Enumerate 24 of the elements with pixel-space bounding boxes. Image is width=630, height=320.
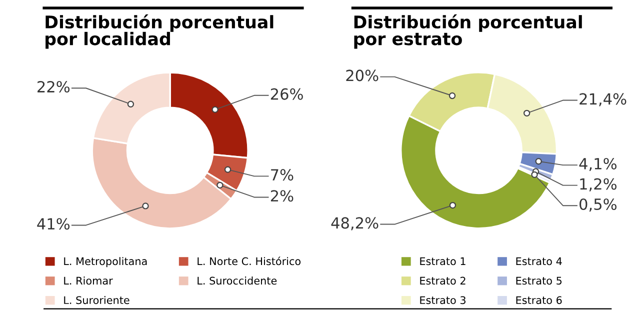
data-label: 2%	[270, 190, 294, 202]
data-label: 0,5%	[580, 198, 616, 212]
data-label: 22%	[38, 80, 70, 93]
data-label: 41%	[37, 218, 70, 230]
data-label: 7%	[271, 169, 294, 181]
data-label: 48,2%	[331, 217, 378, 230]
legend-label: L. Suroccidente	[198, 276, 277, 285]
legend-label: Estrato 1	[420, 257, 466, 266]
data-label: 26%	[270, 88, 303, 100]
legend-label: Estrato 4	[516, 257, 562, 266]
legend-label: L. Riomar	[64, 276, 113, 285]
chart-title: Distribución porcentual por estrato	[354, 14, 582, 49]
legend-label: Estrato 2	[420, 276, 466, 285]
legend-label: Estrato 3	[420, 296, 466, 304]
legend-label: Estrato 6	[516, 296, 562, 304]
legend-label: L. Metropolitana	[64, 257, 147, 268]
data-label: 1,2%	[580, 178, 616, 192]
legend-label: Estrato 5	[516, 276, 562, 285]
legend-label: L. Norte C. Histórico	[198, 256, 301, 266]
data-label: 4,1%	[579, 158, 616, 172]
legend-label: L. Suroriente	[64, 296, 130, 304]
data-label: 20%	[346, 70, 378, 82]
data-label: 21,4%	[580, 93, 626, 106]
chart-title: Distribución porcentual por localidad	[46, 14, 274, 49]
